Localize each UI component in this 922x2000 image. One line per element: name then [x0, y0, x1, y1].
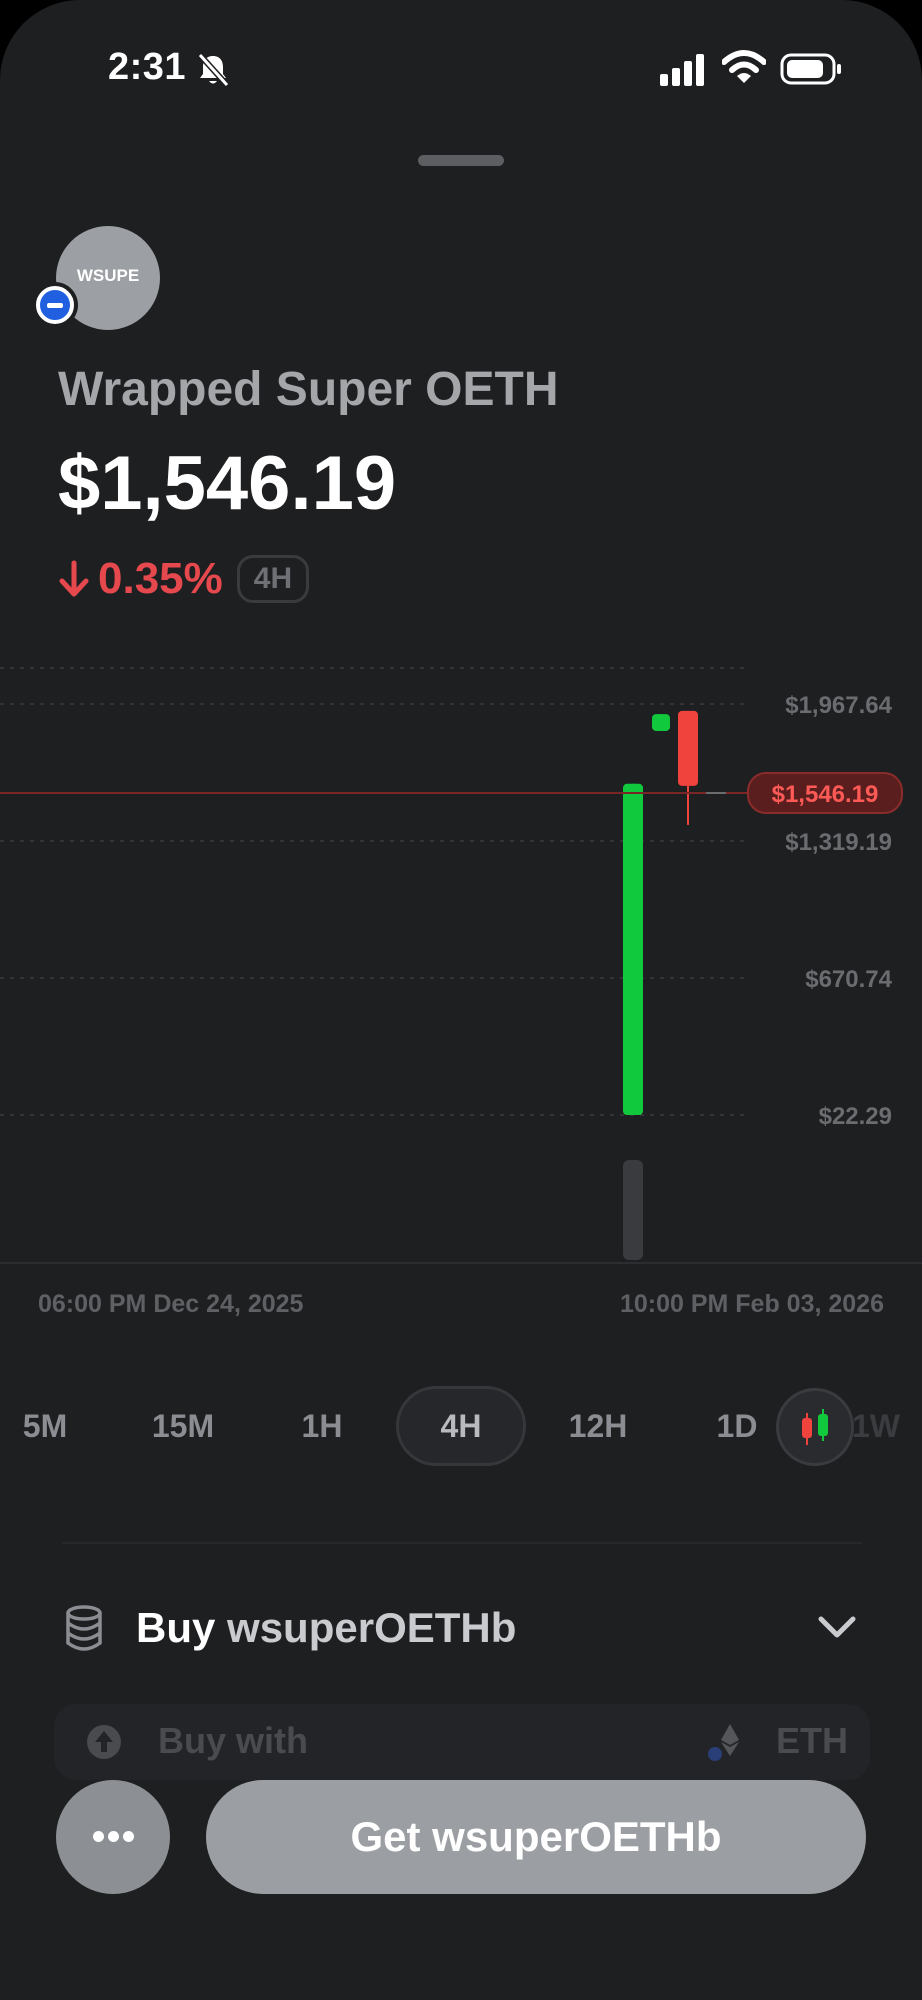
section-divider — [62, 1542, 862, 1544]
status-bar: 2:31 — [0, 0, 922, 140]
price-change-value: 0.35% — [98, 554, 223, 603]
chevron-down-icon[interactable] — [816, 1612, 858, 1642]
change-range-badge: 4H — [236, 555, 310, 603]
status-time: 2:31 — [108, 46, 187, 88]
token-name: Wrapped Super OETH — [58, 363, 559, 416]
buy-with-selector[interactable]: Buy with ETH — [54, 1704, 870, 1780]
battery-icon — [780, 53, 841, 85]
bell-slash-icon — [197, 52, 230, 88]
candle — [678, 710, 698, 786]
buy-token-symbol: wsuperOETHb — [227, 1604, 517, 1651]
token-price: $1,546.19 — [58, 441, 397, 526]
current-price-badge — [747, 772, 903, 815]
candle — [652, 714, 670, 731]
get-token-button[interactable]: Get wsuperOETHb — [206, 1780, 866, 1894]
tab-4h[interactable]: 4H — [396, 1386, 526, 1466]
price-change-row: 0.35% 4H — [58, 552, 310, 606]
base-chain-icon — [32, 282, 78, 328]
price-chart[interactable]: $1,967.64 $1,319.19 $670.74 $22.29 $1,546.19 — [0, 660, 922, 1260]
eth-icon — [708, 1724, 739, 1761]
tab-15m[interactable]: 15M — [151, 1408, 215, 1444]
y-tick-label: $670.74 — [805, 966, 892, 993]
arrow-up-circle-icon — [87, 1725, 121, 1759]
y-tick-label: $22.29 — [819, 1103, 892, 1130]
wifi-icon — [722, 50, 766, 83]
tab-5m[interactable]: 5M — [22, 1408, 68, 1444]
volume-bar — [623, 1160, 643, 1260]
y-tick-label: $1,967.64 — [785, 692, 892, 719]
buy-section-header[interactable]: Buy wsuperOETHb — [40, 1582, 882, 1676]
tab-1w[interactable]: 1W — [852, 1408, 900, 1444]
tab-12h[interactable]: 12H — [568, 1408, 628, 1444]
buy-word: Buy — [136, 1604, 216, 1651]
buy-with-label: Buy with — [158, 1720, 308, 1761]
tab-1d[interactable]: 1D — [716, 1408, 758, 1444]
current-price-label: $1,546.19 — [772, 781, 879, 808]
sheet-grabber[interactable] — [418, 155, 504, 166]
token-avatar-text: WSUPE — [76, 266, 140, 285]
candle — [623, 783, 643, 1115]
signal-icon — [660, 54, 704, 86]
timeframe-selector: 5M 15M 1H 4H 12H 1D 1W — [0, 1386, 922, 1466]
arrow-down-icon — [59, 560, 89, 597]
buy-title: Buy wsuperOETHb — [136, 1604, 516, 1652]
more-options-button[interactable] — [56, 1780, 170, 1894]
x-axis-end-label: 10:00 PM Feb 03, 2026 — [619, 1290, 884, 1318]
database-icon — [66, 1605, 102, 1651]
x-axis-start-label: 06:00 PM Dec 24, 2025 — [38, 1290, 304, 1318]
tab-1h[interactable]: 1H — [301, 1408, 343, 1444]
pay-token-label: ETH — [776, 1720, 848, 1761]
x-axis-line — [0, 1262, 922, 1264]
candlestick-toggle-button[interactable] — [776, 1388, 854, 1466]
candlestick-icon — [802, 1409, 828, 1445]
y-tick-label: $1,319.19 — [785, 829, 892, 856]
